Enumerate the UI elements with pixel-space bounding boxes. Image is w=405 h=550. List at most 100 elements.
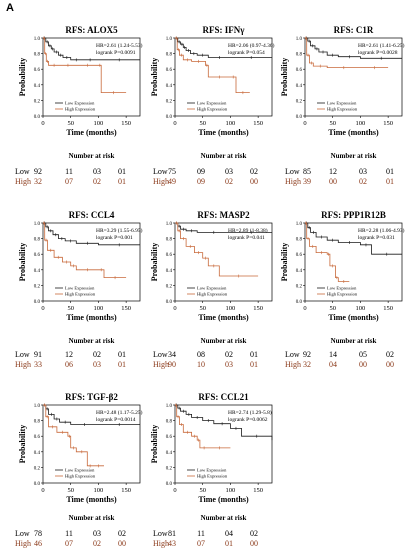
chart5-risk-high-count: 10: [197, 360, 205, 369]
chart3-x-tick-label: 50: [329, 120, 336, 127]
chart4-high-expression-line: [43, 222, 127, 278]
chart1-risk-low-label: Low: [15, 167, 30, 176]
chart4-risk-high-count: 03: [93, 360, 101, 369]
chart5-risk-low-count: 01: [250, 350, 258, 359]
chart8-x-tick-label: 50: [199, 487, 206, 494]
chart5-y-tick-label: 1.0: [166, 222, 173, 227]
chart6-risk-low-label: Low: [285, 350, 300, 359]
chart1-risk-high-count: 01: [118, 177, 126, 186]
chart5-risk-high-count: 01: [250, 360, 258, 369]
chart5-risk-low-count: 02: [225, 350, 233, 359]
chart2-risk-high-count: 49: [168, 177, 176, 186]
chart2-number-at-risk-heading: Number at risk: [201, 152, 247, 160]
chart4-y-axis-label: Probability: [18, 243, 27, 282]
chart4-risk-low-count: 12: [65, 350, 73, 359]
chart2-legend-low-label: Low Expression: [197, 101, 227, 106]
chart7-risk-low-count: 03: [93, 529, 101, 538]
chart7-risk-high-count: 46: [34, 539, 42, 548]
chart2-y-tick-label: 1.0: [166, 37, 173, 42]
chart1-risk-high-count: 02: [93, 177, 101, 186]
chart8-low-expression-line: [175, 404, 273, 441]
chart8-y-tick-label: 1.0: [166, 404, 173, 409]
chart7-risk-low-count: 78: [34, 529, 42, 538]
chart8-y-tick-label: 0.4: [166, 451, 173, 456]
chart5-plot-frame: [174, 222, 273, 302]
chart7-y-tick-label: 0.0: [34, 482, 41, 487]
chart7-y-tick-label: 0.8: [34, 420, 41, 425]
chart6-y-tick-label: 0.4: [296, 269, 303, 274]
chart8-risk-low-count: 04: [225, 529, 233, 538]
chart3-risk-low-label: Low: [285, 167, 300, 176]
chart6-y-tick-label: 0.6: [296, 253, 303, 258]
chart6-risk-high-count: 04: [329, 360, 337, 369]
chart4-risk-low-label: Low: [15, 350, 30, 359]
chart4-x-tick-label: 100: [94, 305, 104, 312]
chart6-plot-frame: [304, 222, 403, 302]
chart4-y-tick-label: 0.2: [34, 284, 41, 289]
chart1-x-tick-label: 150: [121, 120, 131, 127]
chart2-x-axis-label: Time (months): [198, 128, 249, 137]
chart6-y-tick-label: 0.0: [296, 300, 303, 305]
chart2-y-tick-label: 0.6: [166, 68, 173, 73]
chart6-risk-high-count: 00: [386, 360, 394, 369]
chart5-x-tick-label: 100: [226, 305, 236, 312]
chart7-risk-high-label: High: [15, 539, 31, 548]
chart5-risk-low-label: Low: [153, 350, 168, 359]
chart2-risk-high-label: High: [153, 177, 169, 186]
chart7-plot-frame: [42, 404, 141, 484]
chart3-y-tick-label: 0.6: [296, 68, 303, 73]
chart8-legend-high-label: High Expression: [197, 474, 228, 479]
chart4-legend-low-label: Low Expression: [65, 286, 95, 291]
chart1-y-axis-label: Probability: [18, 58, 27, 97]
chart2-risk-high-count: 02: [225, 177, 233, 186]
chart5-title: RFS: MASP2: [197, 210, 250, 220]
chart2-x-tick-label: 50: [199, 120, 206, 127]
chart4-title: RFS: CCL4: [69, 210, 115, 220]
chart7-y-tick-label: 0.2: [34, 466, 41, 471]
chart7-title: RFS: TGF-β2: [65, 392, 118, 402]
chart1-y-tick-label: 0.2: [34, 99, 41, 104]
chart4-x-axis-label: Time (months): [66, 313, 117, 322]
chart5-hazard-ratio: HR=2.89 (1-8.38): [228, 227, 268, 234]
chart6-x-tick-label: 0: [303, 305, 306, 312]
chart8-y-tick-label: 0.6: [166, 435, 173, 440]
chart1-x-tick-label: 100: [94, 120, 104, 127]
chart8-risk-high-label: High: [153, 539, 169, 548]
chart7-y-tick-label: 0.4: [34, 451, 41, 456]
chart3-x-tick-label: 0: [303, 120, 306, 127]
chart5-y-tick-label: 0.2: [166, 284, 173, 289]
chart3-y-axis-label: Probability: [280, 58, 289, 97]
chart2-risk-low-count: 75: [168, 167, 176, 176]
chart3-legend-low-label: Low Expression: [327, 101, 357, 106]
chart8-legend-low-label: Low Expression: [197, 468, 227, 473]
chart1-x-tick-label: 0: [41, 120, 44, 127]
chart4-y-tick-label: 0.4: [34, 269, 41, 274]
chart2-y-tick-label: 0.2: [166, 99, 173, 104]
chart3-title: RFS: C1R: [334, 25, 374, 35]
chart5-x-tick-label: 0: [173, 305, 176, 312]
chart5-risk-high-count: 03: [225, 360, 233, 369]
chart3-risk-low-count: 12: [329, 167, 337, 176]
chart3-x-axis-label: Time (months): [328, 128, 379, 137]
chart4-risk-high-count: 33: [34, 360, 42, 369]
chart1-risk-high-count: 07: [65, 177, 73, 186]
chart5-risk-high-count: 90: [168, 360, 176, 369]
chart1-plot-frame: [42, 37, 141, 117]
chart6-y-tick-label: 1.0: [296, 222, 303, 227]
panel-letter: A: [6, 2, 14, 14]
chart2-x-tick-label: 150: [253, 120, 263, 127]
chart8-risk-low-count: 11: [197, 529, 205, 538]
chart2-risk-low-count: 02: [250, 167, 258, 176]
chart8-y-tick-label: 0.2: [166, 466, 173, 471]
chart3-risk-high-count: 02: [359, 177, 367, 186]
chart8-risk-high-count: 00: [250, 539, 258, 548]
chart7-x-tick-label: 0: [41, 487, 44, 494]
chart7-x-tick-label: 150: [121, 487, 131, 494]
chart5-legend-high-label: High Expression: [197, 292, 228, 297]
chart4-y-tick-label: 0.6: [34, 253, 41, 258]
chart7-x-tick-label: 50: [67, 487, 74, 494]
chart1-risk-low-count: 03: [93, 167, 101, 176]
chart7-y-tick-label: 1.0: [34, 404, 41, 409]
chart8-plot-frame: [174, 404, 273, 484]
chart7-logrank-p: logrank P=0.0014: [96, 417, 136, 423]
